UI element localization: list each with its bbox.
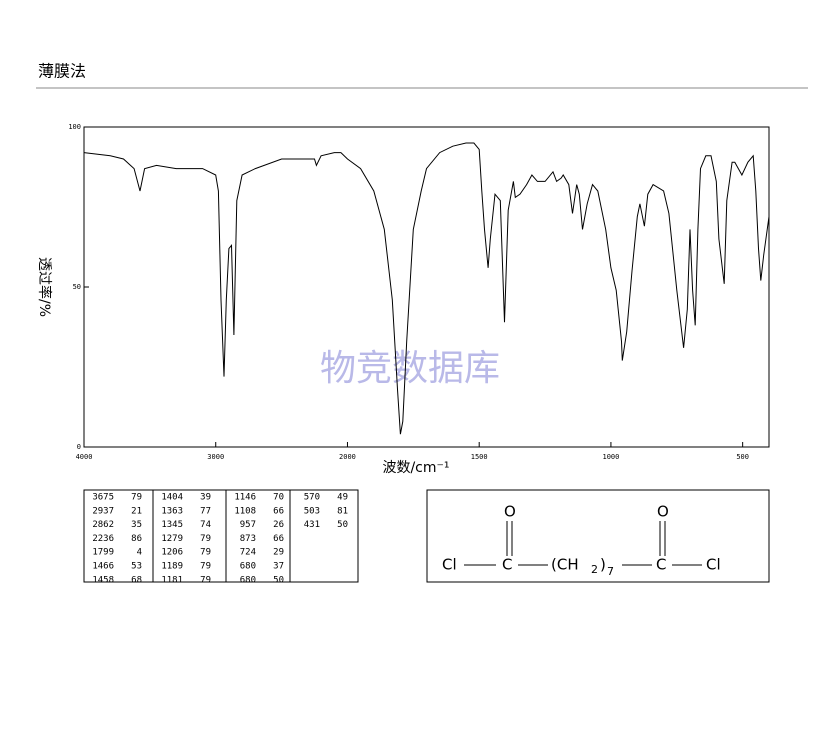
peak-wavenumber: 1206 xyxy=(161,548,183,558)
peak-wavenumber: 2236 xyxy=(92,534,114,544)
atom: Cl xyxy=(442,556,457,574)
atom: O xyxy=(657,503,669,521)
peak-transmittance: 66 xyxy=(273,506,284,516)
peak-wavenumber: 680 xyxy=(240,575,256,585)
peak-wavenumber: 2862 xyxy=(92,520,114,530)
peak-transmittance: 86 xyxy=(131,534,142,544)
peak-wavenumber: 1189 xyxy=(161,562,183,572)
peak-wavenumber: 503 xyxy=(304,506,320,516)
peak-transmittance: 37 xyxy=(273,562,284,572)
header-title: 薄膜法 xyxy=(38,62,86,81)
y-axis-label: 透过率/% xyxy=(36,257,53,317)
peak-wavenumber: 1458 xyxy=(92,575,114,585)
peak-transmittance: 79 xyxy=(200,562,211,572)
x-tick-label: 500 xyxy=(736,453,749,461)
peak-transmittance: 70 xyxy=(273,493,284,503)
peak-wavenumber: 1181 xyxy=(161,575,183,585)
y-tick-label: 0 xyxy=(77,443,81,451)
atom: Cl xyxy=(706,556,721,574)
x-tick-label: 1000 xyxy=(602,453,619,461)
atom: C xyxy=(656,556,666,574)
peak-transmittance: 81 xyxy=(337,506,348,516)
peak-transmittance: 21 xyxy=(131,506,142,516)
peak-transmittance: 74 xyxy=(200,520,211,530)
peak-wavenumber: 1404 xyxy=(161,493,183,503)
peak-wavenumber: 3675 xyxy=(92,493,114,503)
chain-count: 7 xyxy=(607,565,614,578)
watermark: 物竞数据库 xyxy=(320,348,500,389)
peak-transmittance: 79 xyxy=(200,534,211,544)
atom: C xyxy=(502,556,512,574)
y-tick-label: 100 xyxy=(68,123,81,131)
peak-transmittance: 77 xyxy=(200,506,211,516)
chain-subscript: 2 xyxy=(591,563,598,576)
x-tick-label: 1500 xyxy=(471,453,488,461)
peak-wavenumber: 1146 xyxy=(234,493,256,503)
peak-transmittance: 39 xyxy=(200,493,211,503)
peak-transmittance: 29 xyxy=(273,548,284,558)
peak-transmittance: 35 xyxy=(131,520,142,530)
peak-wavenumber: 431 xyxy=(304,520,320,530)
peak-wavenumber: 1108 xyxy=(234,506,256,516)
x-tick-label: 2000 xyxy=(339,453,356,461)
atom: O xyxy=(504,503,516,521)
peak-transmittance: 4 xyxy=(137,548,142,558)
plot-frame xyxy=(83,126,770,448)
x-tick-label: 3000 xyxy=(207,453,224,461)
chain-close: ) xyxy=(600,556,606,574)
peak-wavenumber: 680 xyxy=(240,562,256,572)
peak-wavenumber: 1345 xyxy=(161,520,183,530)
peak-transmittance: 50 xyxy=(273,575,284,585)
chain: (CH xyxy=(551,556,579,574)
peak-wavenumber: 957 xyxy=(240,520,256,530)
peak-transmittance: 68 xyxy=(131,575,142,585)
structure-frame xyxy=(426,489,770,583)
peak-wavenumber: 1363 xyxy=(161,506,183,516)
peak-transmittance: 50 xyxy=(337,520,348,530)
peak-transmittance: 53 xyxy=(131,562,142,572)
x-axis-label: 波数/cm⁻¹ xyxy=(382,460,449,476)
peak-wavenumber: 724 xyxy=(240,548,256,558)
peak-transmittance: 79 xyxy=(200,548,211,558)
peak-wavenumber: 1466 xyxy=(92,562,114,572)
peak-wavenumber: 570 xyxy=(304,493,320,503)
peak-transmittance: 79 xyxy=(200,575,211,585)
peak-transmittance: 26 xyxy=(273,520,284,530)
structure-bonds xyxy=(464,521,702,566)
spectrum-line xyxy=(83,142,770,435)
y-tick-label: 50 xyxy=(73,283,81,291)
peak-transmittance: 49 xyxy=(337,493,348,503)
peak-wavenumber: 1279 xyxy=(161,534,183,544)
peak-wavenumber: 2937 xyxy=(92,506,114,516)
x-tick-label: 4000 xyxy=(76,453,93,461)
peak-transmittance: 79 xyxy=(131,493,142,503)
peak-transmittance: 66 xyxy=(273,534,284,544)
peak-wavenumber: 873 xyxy=(240,534,256,544)
peak-table-frame xyxy=(83,489,359,583)
peak-wavenumber: 1799 xyxy=(92,548,114,558)
